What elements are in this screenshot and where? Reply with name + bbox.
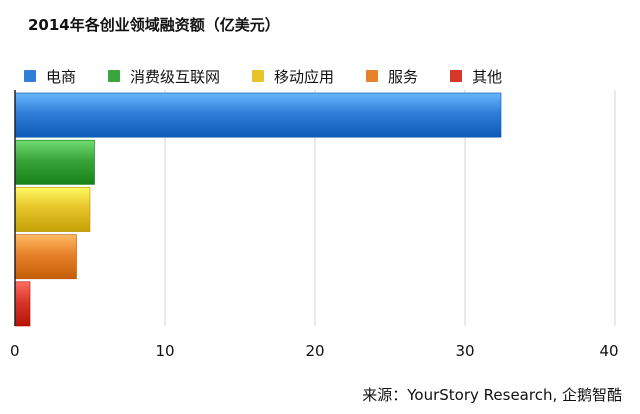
x-tick-label: 40	[599, 342, 618, 360]
legend-swatch	[108, 70, 121, 82]
legend: 电商 消费级互联网 移动应用 服务 其他	[14, 66, 524, 86]
x-tick-label: 30	[455, 342, 474, 360]
legend-label: 消费级互联网	[130, 67, 221, 86]
x-tick-label: 0	[10, 342, 20, 360]
bars	[14, 92, 502, 327]
legend-swatch	[366, 70, 379, 82]
bar	[14, 187, 91, 232]
legend-item: 消费级互联网	[98, 66, 220, 87]
legend-item: 电商	[14, 66, 76, 87]
bar	[14, 92, 502, 138]
x-tick-label: 20	[305, 342, 324, 360]
chart-title: 2014年各创业领域融资额（亿美元）	[28, 16, 280, 34]
legend-item: 移动应用	[242, 66, 334, 87]
bar	[14, 139, 95, 185]
x-tick-labels: 0 10 20 30 40	[10, 342, 619, 360]
legend-item: 其他	[440, 66, 502, 87]
source-note: 来源：YourStory Research, 企鹅智酷	[362, 386, 622, 404]
legend-swatch	[24, 70, 36, 82]
legend-label: 电商	[46, 67, 77, 86]
legend-item: 服务	[356, 66, 418, 87]
legend-label: 其他	[472, 67, 503, 86]
legend-label: 服务	[388, 67, 419, 86]
bar	[14, 281, 31, 327]
legend-swatch	[450, 70, 463, 82]
legend-swatch	[252, 70, 265, 82]
bar	[14, 234, 77, 280]
x-tick-label: 10	[155, 342, 174, 360]
legend-label: 移动应用	[274, 67, 335, 86]
